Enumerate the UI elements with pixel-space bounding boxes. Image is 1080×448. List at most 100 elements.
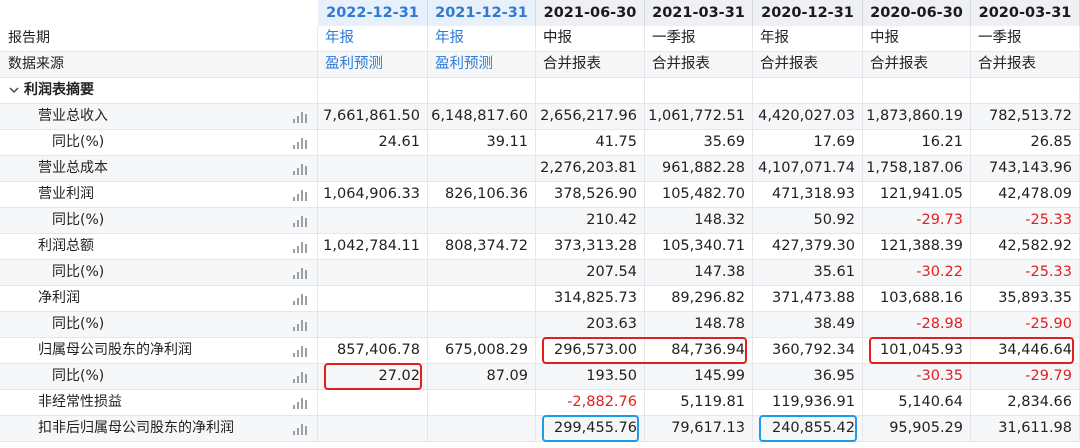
table-row: 同比(%) 210.42 148.32 50.92 -29.73 -25.33	[0, 208, 1080, 234]
column-header-2021-12-31[interactable]: 2021-12-31	[428, 0, 536, 26]
bar-chart-icon[interactable]	[293, 398, 307, 409]
bar-chart-icon[interactable]	[293, 372, 307, 383]
bar-chart-icon[interactable]	[293, 294, 307, 305]
table-cell: 35,893.35	[971, 286, 1080, 311]
table-cell: 79,617.13	[645, 416, 753, 441]
bar-chart-icon[interactable]	[293, 268, 307, 279]
table-cell: 961,882.28	[645, 156, 753, 181]
table-cell: 675,008.29	[428, 338, 536, 363]
table-row: 同比(%) 207.54 147.38 35.61 -30.22 -25.33	[0, 260, 1080, 286]
table-cell	[318, 78, 428, 103]
table-cell	[428, 208, 536, 233]
table-cell	[318, 260, 428, 285]
table-cell: 中报	[863, 26, 971, 51]
table-cell: 35.69	[645, 130, 753, 155]
table-row: 非经常性损益 -2,882.76 5,119.81 119,936.91 5,140.6…	[0, 390, 1080, 416]
bar-chart-icon[interactable]	[293, 112, 307, 123]
table-cell	[428, 156, 536, 181]
row-label: 同比(%)	[52, 134, 105, 150]
table-cell: -30.35	[863, 364, 971, 389]
table-cell: 24.61	[318, 130, 428, 155]
row-label: 非经常性损益	[38, 394, 122, 410]
row-label-cell: 利润表摘要	[0, 78, 318, 103]
table-cell: 16.21	[863, 130, 971, 155]
table-cell	[318, 286, 428, 311]
column-header-2020-12-31[interactable]: 2020-12-31	[753, 0, 863, 26]
table-row: 营业总成本 2,276,203.81 961,882.28 4,107,071.74 1…	[0, 156, 1080, 182]
table-cell: 101,045.93	[863, 338, 971, 363]
table-cell: -25.33	[971, 260, 1080, 285]
table-cell	[318, 208, 428, 233]
bar-chart-icon[interactable]	[293, 320, 307, 331]
table-cell: 7,661,861.50	[318, 104, 428, 129]
table-cell	[318, 416, 428, 441]
table-cell: 296,573.00	[536, 338, 645, 363]
table-cell: 31,611.98	[971, 416, 1080, 441]
row-label-cell: 利润总额	[0, 234, 318, 259]
column-header-2020-06-30[interactable]: 2020-06-30	[863, 0, 971, 26]
bar-chart-icon[interactable]	[293, 164, 307, 175]
bar-chart-icon[interactable]	[293, 138, 307, 149]
table-cell: -28.98	[863, 312, 971, 337]
row-label-cell: 同比(%)	[0, 260, 318, 285]
table-cell	[318, 156, 428, 181]
row-label-cell: 净利润	[0, 286, 318, 311]
row-label-cell: 同比(%)	[0, 364, 318, 389]
table-cell: 147.38	[645, 260, 753, 285]
table-cell: 合并报表	[536, 52, 645, 77]
row-label-cell: 数据来源	[0, 52, 318, 77]
table-cell: 2,834.66	[971, 390, 1080, 415]
table-cell: 89,296.82	[645, 286, 753, 311]
table-cell: 240,855.42	[753, 416, 863, 441]
row-label: 同比(%)	[52, 264, 105, 280]
table-cell: 105,482.70	[645, 182, 753, 207]
column-header-2021-03-31[interactable]: 2021-03-31	[645, 0, 753, 26]
table-cell: 35.61	[753, 260, 863, 285]
row-label-cell: 营业利润	[0, 182, 318, 207]
table-cell: 34,446.64	[971, 338, 1080, 363]
chevron-down-icon[interactable]	[8, 78, 20, 106]
bar-chart-icon[interactable]	[293, 216, 307, 227]
row-label-cell: 报告期	[0, 26, 318, 51]
table-cell: 121,941.05	[863, 182, 971, 207]
table-cell: 373,313.28	[536, 234, 645, 259]
table-cell: 年报	[318, 26, 428, 51]
header-label-corner	[0, 0, 319, 26]
table-cell: 105,340.71	[645, 234, 753, 259]
table-cell: 371,473.88	[753, 286, 863, 311]
table-cell: 203.63	[536, 312, 645, 337]
table-cell: 1,061,772.51	[645, 104, 753, 129]
bar-chart-icon[interactable]	[293, 346, 307, 357]
table-cell: -25.33	[971, 208, 1080, 233]
table-cell: 148.32	[645, 208, 753, 233]
table-cell: 26.85	[971, 130, 1080, 155]
column-header-2020-03-31[interactable]: 2020-03-31	[971, 0, 1080, 26]
table-cell	[428, 260, 536, 285]
table-cell: 95,905.29	[863, 416, 971, 441]
table-cell: 808,374.72	[428, 234, 536, 259]
column-header-2021-06-30[interactable]: 2021-06-30	[536, 0, 645, 26]
bar-chart-icon[interactable]	[293, 190, 307, 201]
table-row: 报告期 年报 年报 中报 一季报 年报 中报 一季报	[0, 26, 1080, 52]
table-cell: -29.79	[971, 364, 1080, 389]
table-cell: 210.42	[536, 208, 645, 233]
bar-chart-icon[interactable]	[293, 242, 307, 253]
table-cell: 743,143.96	[971, 156, 1080, 181]
table-cell: 1,042,784.11	[318, 234, 428, 259]
column-header-row: 2022-12-31 2021-12-31 2021-06-30 2021-03-31…	[0, 0, 1080, 26]
table-cell: -30.22	[863, 260, 971, 285]
column-header-2022-12-31[interactable]: 2022-12-31	[318, 0, 428, 26]
table-cell: -29.73	[863, 208, 971, 233]
table-cell: 427,379.30	[753, 234, 863, 259]
table-cell: 36.95	[753, 364, 863, 389]
table-row: 同比(%) 203.63 148.78 38.49 -28.98 -25.90	[0, 312, 1080, 338]
table-cell: 2,656,217.96	[536, 104, 645, 129]
row-label: 营业总收入	[38, 108, 108, 124]
table-cell: 42,478.09	[971, 182, 1080, 207]
table-cell: 合并报表	[863, 52, 971, 77]
table-cell: 4,107,071.74	[753, 156, 863, 181]
table-cell: 一季报	[971, 26, 1080, 51]
table-cell: 207.54	[536, 260, 645, 285]
bar-chart-icon[interactable]	[293, 424, 307, 435]
